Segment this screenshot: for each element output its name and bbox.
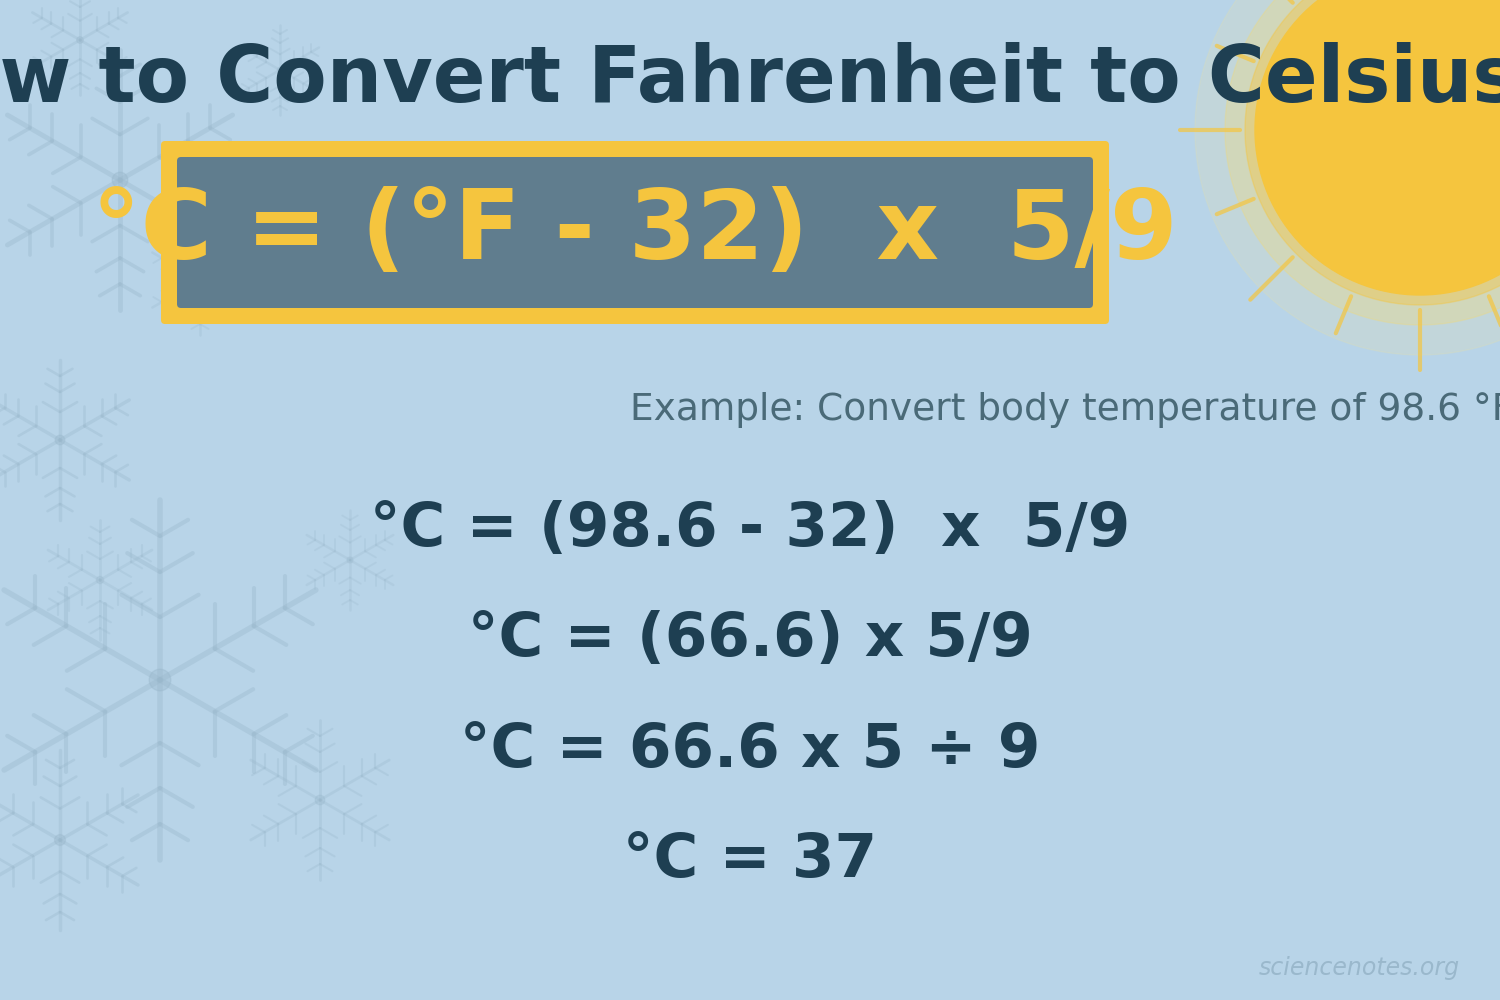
Text: °C = 37: °C = 37 xyxy=(622,830,878,890)
Text: °C = (°F - 32)  x  5/9: °C = (°F - 32) x 5/9 xyxy=(92,186,1178,279)
Circle shape xyxy=(1245,0,1500,305)
Text: °C = 66.6 x 5 ÷ 9: °C = 66.6 x 5 ÷ 9 xyxy=(460,720,1040,780)
Circle shape xyxy=(315,795,326,805)
Circle shape xyxy=(196,277,204,283)
Text: °C = (98.6 - 32)  x  5/9: °C = (98.6 - 32) x 5/9 xyxy=(370,500,1130,560)
Circle shape xyxy=(278,67,282,73)
Text: Example: Convert body temperature of 98.6 °F to °C.: Example: Convert body temperature of 98.… xyxy=(630,392,1500,428)
FancyBboxPatch shape xyxy=(160,141,1108,324)
Circle shape xyxy=(148,669,171,691)
FancyBboxPatch shape xyxy=(177,157,1094,308)
Text: How to Convert Fahrenheit to Celsius: How to Convert Fahrenheit to Celsius xyxy=(0,42,1500,118)
Circle shape xyxy=(56,435,64,445)
Circle shape xyxy=(54,835,66,845)
Circle shape xyxy=(96,576,104,584)
Circle shape xyxy=(1226,0,1500,325)
Circle shape xyxy=(1256,0,1500,295)
Text: sciencenotes.org: sciencenotes.org xyxy=(1258,956,1460,980)
Circle shape xyxy=(112,172,128,188)
Circle shape xyxy=(76,37,84,43)
Circle shape xyxy=(1196,0,1500,355)
Text: °C = (66.6) x 5/9: °C = (66.6) x 5/9 xyxy=(468,610,1032,670)
Circle shape xyxy=(346,557,352,563)
